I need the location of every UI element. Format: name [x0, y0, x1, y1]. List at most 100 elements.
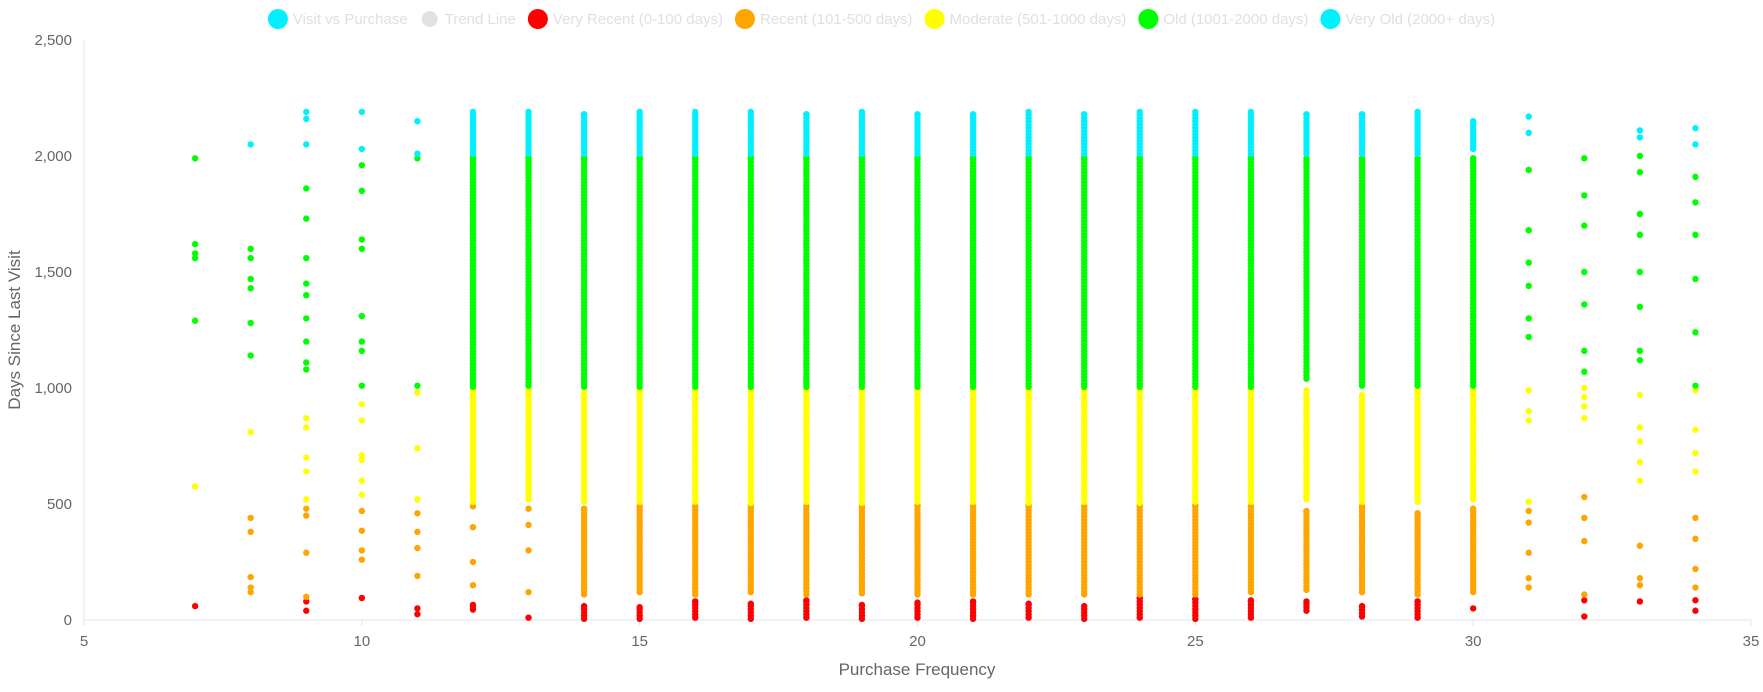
data-point	[1358, 602, 1366, 610]
data-point	[525, 387, 532, 394]
legend-item[interactable]: Moderate (501-1000 days)	[924, 9, 1127, 29]
data-point	[191, 483, 199, 490]
data-point	[525, 108, 532, 116]
data-point	[1525, 166, 1532, 174]
legend-item[interactable]: Old (1001-2000 days)	[1138, 9, 1308, 29]
data-point	[1581, 613, 1588, 620]
data-point	[1303, 111, 1310, 118]
data-point	[414, 572, 421, 580]
data-point	[1636, 127, 1644, 134]
data-point	[1414, 108, 1421, 116]
data-point	[1692, 584, 1699, 591]
data-point	[1581, 268, 1588, 276]
x-tick-label: 20	[909, 633, 926, 650]
data-point	[469, 108, 477, 116]
legend[interactable]: Visit vs Purchase Trend Line Very Recent (…	[267, 9, 1495, 29]
data-point	[358, 594, 366, 602]
data-point	[1303, 155, 1310, 162]
data-point	[1692, 382, 1699, 389]
data-point	[303, 505, 310, 512]
data-point	[525, 505, 532, 512]
data-point	[1525, 507, 1532, 515]
data-point	[1525, 259, 1532, 266]
legend-marker	[924, 9, 945, 29]
data-point	[358, 312, 366, 320]
data-point	[247, 141, 254, 148]
data-point	[692, 503, 699, 510]
data-point	[1636, 391, 1644, 399]
y-tick-label: 0	[64, 612, 72, 629]
data-point	[247, 352, 254, 359]
data-point	[358, 456, 366, 464]
data-point	[1636, 268, 1644, 276]
data-point	[469, 558, 477, 566]
data-point	[525, 521, 532, 529]
data-point	[1581, 347, 1588, 355]
data-point	[1525, 282, 1532, 290]
data-point	[1469, 118, 1477, 125]
data-point	[525, 547, 532, 554]
data-point	[1692, 387, 1699, 394]
data-point	[1636, 598, 1644, 605]
data-point	[1303, 387, 1310, 394]
data-point	[358, 187, 366, 194]
legend-item[interactable]: Recent (101-500 days)	[734, 9, 913, 29]
data-point	[191, 602, 199, 610]
data-point	[247, 254, 254, 262]
data-point	[303, 496, 310, 503]
data-point	[247, 285, 254, 292]
y-tick-label: 2,500	[34, 32, 72, 49]
legend-item[interactable]: Very Recent (0-100 days)	[527, 9, 723, 29]
data-point	[303, 254, 310, 262]
data-point	[247, 584, 254, 591]
data-point	[636, 604, 643, 611]
legend-item[interactable]: Very Old (2000+ days)	[1320, 9, 1495, 29]
data-point	[1636, 477, 1644, 484]
data-point	[747, 108, 754, 116]
data-point	[303, 549, 310, 556]
legend-item[interactable]: Visit vs Purchase	[267, 9, 408, 29]
data-point	[1692, 565, 1699, 573]
data-point	[1581, 537, 1588, 545]
data-point	[1692, 514, 1699, 522]
data-point	[803, 597, 810, 604]
data-point	[358, 401, 366, 408]
legend-item[interactable]: Trend Line	[421, 11, 516, 28]
data-point	[969, 111, 977, 118]
data-point	[1581, 301, 1588, 308]
data-point	[303, 141, 310, 148]
legend-label: Old (1001-2000 days)	[1163, 11, 1308, 28]
legend-marker	[267, 9, 288, 29]
legend-label: Trend Line	[445, 11, 516, 28]
data-point	[580, 111, 588, 118]
data-point	[247, 275, 254, 283]
data-point	[803, 111, 810, 118]
x-tick-label: 10	[353, 633, 370, 650]
data-point	[580, 505, 588, 512]
x-tick-label: 15	[631, 633, 648, 650]
y-tick-label: 2,000	[34, 148, 72, 165]
data-point	[969, 598, 977, 605]
data-point	[525, 614, 532, 621]
data-point	[1581, 394, 1588, 401]
data-point	[358, 556, 366, 563]
data-point	[191, 250, 199, 257]
data-point	[1692, 231, 1699, 239]
data-point	[247, 245, 254, 252]
data-point	[247, 573, 254, 581]
legend-label: Moderate (501-1000 days)	[950, 11, 1127, 28]
data-point	[1636, 303, 1644, 310]
data-point	[414, 382, 421, 389]
data-point	[414, 118, 421, 125]
data-point	[1469, 387, 1477, 394]
data-point	[303, 424, 310, 431]
data-point	[1303, 598, 1310, 605]
legend-label: Visit vs Purchase	[293, 11, 408, 28]
data-point	[1692, 329, 1699, 336]
data-point	[303, 280, 310, 287]
data-point	[358, 417, 366, 424]
data-point	[303, 512, 310, 519]
data-point	[1247, 503, 1255, 510]
data-point	[1025, 108, 1032, 116]
